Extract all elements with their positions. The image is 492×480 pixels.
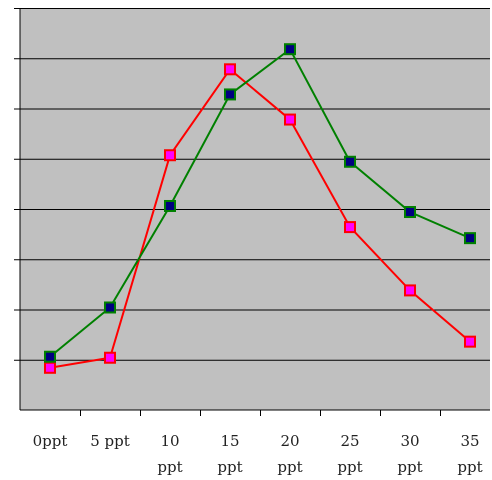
data-point-marker [344, 155, 356, 168]
data-point-marker [404, 206, 416, 219]
data-point-marker [104, 301, 116, 314]
data-point-marker [164, 199, 176, 212]
data-point-marker [44, 361, 56, 374]
x-tick-label-line: 5 ppt [90, 432, 130, 450]
x-tick-label-line: 10 [160, 432, 179, 450]
data-point-marker [224, 88, 236, 101]
x-tick-label: 10 ppt [157, 432, 182, 476]
x-tick-label: 35 ppt [457, 432, 482, 476]
x-tick-label-line: 30 [400, 432, 419, 450]
data-point-marker [104, 351, 116, 364]
x-tick-label-line: ppt [397, 458, 422, 476]
series-group [44, 43, 476, 374]
series-line [49, 47, 471, 358]
x-tick-label-line: ppt [157, 458, 182, 476]
x-tick-label: 30 ppt [397, 432, 422, 476]
x-tick-label-line: 20 [280, 432, 299, 450]
x-tick-label-line: 15 [220, 432, 239, 450]
x-tick-label: 20 ppt [277, 432, 302, 476]
x-tick-label: 0ppt [33, 432, 68, 450]
data-point-marker [164, 149, 176, 162]
x-tick-label-line: 25 [340, 432, 359, 450]
data-point-marker [464, 335, 476, 348]
series-2 [44, 43, 476, 363]
data-point-marker [404, 284, 416, 297]
data-point-marker [464, 232, 476, 245]
x-tick-label: 25 ppt [337, 432, 362, 476]
data-point-marker [284, 43, 296, 56]
x-tick-labels: 0ppt 5 ppt 10 ppt 15 ppt 20 ppt 25 ppt 30 ppt 35 ppt [33, 432, 483, 476]
series-line [49, 67, 471, 369]
x-tick-label-line: ppt [277, 458, 302, 476]
x-tick-label-line: ppt [457, 458, 482, 476]
x-tick-label-line: ppt [337, 458, 362, 476]
series-1 [44, 63, 476, 374]
x-tick-label: 5 ppt [90, 432, 130, 450]
x-tick-label-line: ppt [217, 458, 242, 476]
x-tick-label-line: 35 [460, 432, 479, 450]
data-point-marker [44, 350, 56, 363]
axis-ticks [14, 8, 441, 416]
data-point-marker [224, 63, 236, 76]
x-tick-label: 15 ppt [217, 432, 242, 476]
x-tick-label-line: 0ppt [33, 432, 68, 450]
data-point-marker [284, 113, 296, 126]
data-point-marker [344, 221, 356, 234]
